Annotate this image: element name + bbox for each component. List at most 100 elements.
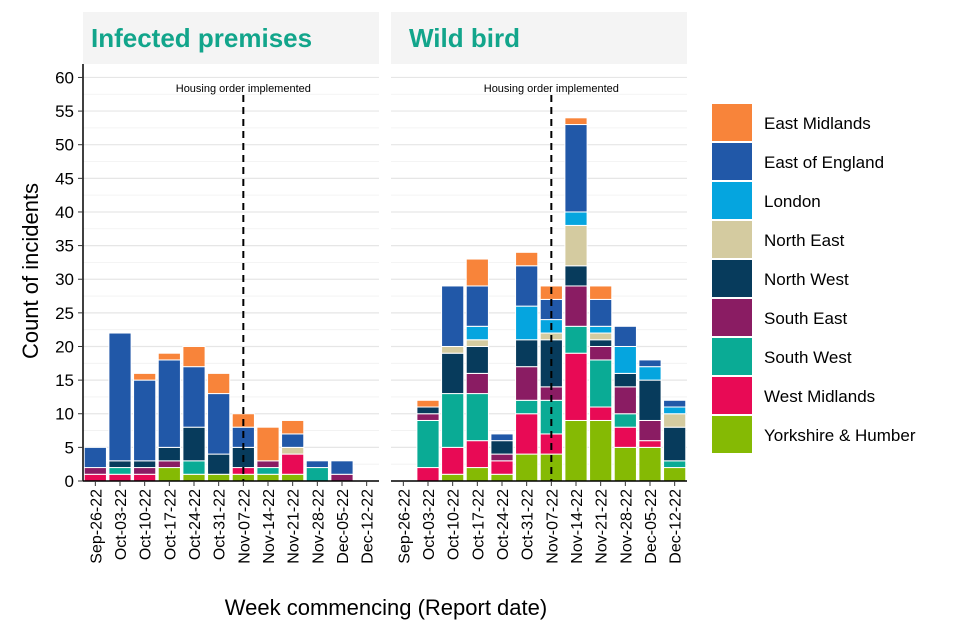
bar-wild-bird-nov-21-22-london: [589, 325, 613, 334]
bar-infected-premises-sep-26-22-east-of-england: [83, 446, 107, 469]
y-tick-label: 40: [55, 203, 74, 222]
bar-wild-bird-oct-31-22-yorkshire-and-humber: [515, 453, 539, 482]
bar-wild-bird-nov-14-22-yorkshire-and-humber: [564, 419, 588, 482]
bar-wild-bird-oct-17-22-north-west: [465, 345, 489, 374]
bar-infected-premises-oct-17-22-east-of-england: [157, 359, 181, 448]
bar-infected-premises-oct-17-22-south-east: [157, 460, 181, 469]
strip-wild-bird: [391, 12, 687, 64]
bar-infected-premises-oct-31-22-north-west: [207, 453, 231, 475]
legend-swatch-east-midlands: [712, 104, 752, 141]
bar-wild-bird-nov-14-22-south-east: [564, 285, 588, 327]
legend-label-north-west: North West: [764, 270, 849, 289]
x-tick-label: Sep-26-22: [88, 489, 105, 564]
panel-title-wild-bird: Wild bird: [409, 23, 520, 53]
bar-wild-bird-dec-05-22-south-east: [638, 419, 662, 442]
bar-infected-premises-oct-31-22-east-midlands: [207, 372, 231, 395]
bar-wild-bird-dec-12-22-east-of-england: [663, 399, 687, 408]
bar-wild-bird-nov-28-22-north-west: [613, 372, 637, 388]
housing-order-label-infected-premises: Housing order implemented: [176, 83, 311, 95]
bar-wild-bird-nov-14-22-london: [564, 211, 588, 226]
bar-wild-bird-oct-10-22-yorkshire-and-humber: [441, 473, 465, 482]
bar-infected-premises-oct-03-22-north-west: [108, 460, 132, 469]
bar-wild-bird-oct-17-22-south-east: [465, 372, 489, 395]
legend-label-east-of-england: East of England: [764, 153, 884, 172]
bar-wild-bird-dec-12-22-yorkshire-and-humber: [663, 467, 687, 482]
x-tick-label: Nov-07-22: [236, 489, 253, 564]
x-tick-label: Nov-21-22: [594, 489, 611, 564]
bar-wild-bird-oct-31-22-south-east: [515, 366, 539, 401]
y-tick-label: 35: [55, 237, 74, 256]
bar-infected-premises-sep-26-22-west-midlands: [83, 473, 107, 482]
legend-label-south-east: South East: [764, 309, 847, 328]
bar-infected-premises-nov-21-22-north-east: [281, 446, 305, 455]
y-tick-label: 20: [55, 337, 74, 356]
x-tick-label: Oct-10-22: [138, 489, 155, 560]
legend-swatch-south-west: [712, 338, 752, 375]
y-tick-label: 60: [55, 68, 74, 87]
bar-wild-bird-oct-24-22-north-west: [490, 440, 514, 455]
legend-label-south-west: South West: [764, 348, 852, 367]
bar-wild-bird-oct-31-22-east-midlands: [515, 251, 539, 267]
x-tick-label: Nov-21-22: [286, 489, 303, 564]
bar-wild-bird-dec-05-22-west-midlands: [638, 440, 662, 448]
axes: Sep-26-22 Oct-03-22 Oct-10-22 Oct-17-22 Oct-…: [55, 64, 687, 564]
legend: East Midlands East of England London North …: [710, 100, 916, 453]
bar-wild-bird-oct-31-22-south-west: [515, 399, 539, 415]
bar-infected-premises-nov-21-22-east-of-england: [281, 433, 305, 448]
panel-title-infected-premises: Infected premises: [91, 23, 312, 53]
y-tick-label: 0: [65, 472, 74, 491]
x-tick-label: Oct-03-22: [421, 489, 438, 560]
bar-infected-premises-nov-21-22-west-midlands: [281, 453, 305, 475]
bar-infected-premises-nov-14-22-east-midlands: [256, 426, 280, 462]
x-tick-label: Nov-28-22: [310, 489, 327, 564]
bar-wild-bird-nov-21-22-yorkshire-and-humber: [589, 419, 613, 482]
legend-swatch-north-east: [712, 221, 752, 258]
bar-wild-bird-nov-14-22-north-west: [564, 265, 588, 287]
bar-wild-bird-oct-24-22-yorkshire-and-humber: [490, 473, 514, 482]
bar-wild-bird-oct-03-22-south-east: [416, 413, 440, 421]
bar-infected-premises-oct-10-22-south-east: [133, 467, 157, 475]
bar-infected-premises-oct-10-22-east-of-england: [133, 379, 157, 462]
y-tick-label: 15: [55, 371, 74, 390]
bar-wild-bird-dec-05-22-east-of-england: [638, 359, 662, 368]
bar-wild-bird-dec-12-22-london: [663, 406, 687, 415]
x-tick-label: Oct-24-22: [187, 489, 204, 560]
bar-infected-premises-nov-14-22-yorkshire-and-humber: [256, 473, 280, 482]
bar-wild-bird-oct-17-22-north-east: [465, 339, 489, 347]
legend-swatch-west-midlands: [712, 377, 752, 414]
legend-label-west-midlands: West Midlands: [764, 387, 875, 406]
bar-wild-bird-oct-03-22-east-midlands: [416, 399, 440, 408]
legend-swatch-yorkshire-and-humber: [712, 416, 752, 453]
x-tick-label: Dec-12-22: [360, 489, 377, 564]
legend-label-london: London: [764, 192, 821, 211]
x-tick-label: Sep-26-22: [396, 489, 413, 564]
bar-wild-bird-nov-21-22-south-west: [589, 359, 613, 408]
x-tick-label: Oct-31-22: [212, 489, 229, 560]
bars: Housing order implemented Housing order i…: [83, 83, 687, 482]
bar-wild-bird-oct-17-22-south-west: [465, 393, 489, 442]
bar-wild-bird-oct-24-22-west-midlands: [490, 460, 514, 475]
x-tick-label: Oct-10-22: [446, 489, 463, 560]
legend-label-north-east: North East: [764, 231, 845, 250]
bar-wild-bird-oct-31-22-north-west: [515, 339, 539, 368]
x-tick-label: Oct-03-22: [113, 489, 130, 560]
legend-swatch-north-west: [712, 260, 752, 297]
legend-label-yorkshire-and-humber: Yorkshire & Humber: [764, 426, 916, 445]
bar-wild-bird-nov-21-22-east-of-england: [589, 298, 613, 327]
y-tick-label: 25: [55, 304, 74, 323]
bar-wild-bird-nov-21-22-east-midlands: [589, 285, 613, 300]
x-axis-title: Week commencing (Report date): [225, 595, 547, 620]
bar-wild-bird-dec-12-22-south-west: [663, 460, 687, 469]
bar-infected-premises-oct-10-22-west-midlands: [133, 473, 157, 482]
y-tick-label: 55: [55, 102, 74, 121]
x-tick-label: Dec-05-22: [335, 489, 352, 564]
bar-wild-bird-nov-21-22-north-west: [589, 339, 613, 347]
bar-wild-bird-dec-05-22-london: [638, 366, 662, 381]
legend-swatch-london: [712, 182, 752, 219]
bar-wild-bird-nov-14-22-east-midlands: [564, 117, 588, 126]
y-tick-label: 10: [55, 405, 74, 424]
bar-infected-premises-oct-24-22-yorkshire-and-humber: [182, 473, 206, 482]
bar-infected-premises-oct-24-22-east-of-england: [182, 366, 206, 428]
bar-wild-bird-dec-12-22-north-west: [663, 426, 687, 462]
bar-wild-bird-nov-28-22-east-of-england: [613, 325, 637, 347]
